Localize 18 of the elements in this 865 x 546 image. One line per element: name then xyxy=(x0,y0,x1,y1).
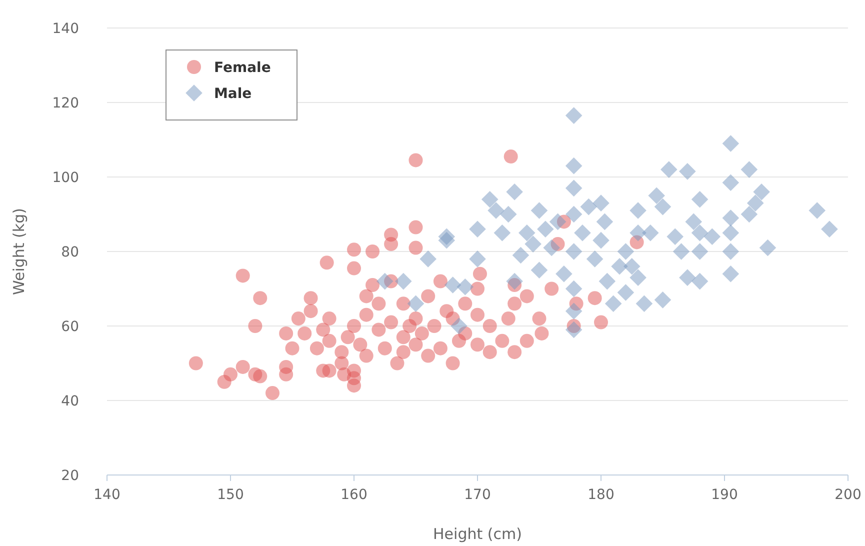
x-tick-label: 170 xyxy=(464,487,491,503)
y-axis-title: Weight (kg) xyxy=(10,208,28,295)
y-tick-label: 100 xyxy=(52,170,79,186)
y-tick-label: 80 xyxy=(61,244,79,260)
y-tick-label: 60 xyxy=(61,319,79,335)
y-tick-label: 120 xyxy=(52,96,79,112)
x-tick-label: 160 xyxy=(340,487,368,503)
y-tick-label: 20 xyxy=(61,468,79,484)
x-tick-label: 190 xyxy=(711,487,738,503)
x-tick-label: 140 xyxy=(94,487,120,503)
y-tick-label: 140 xyxy=(52,21,79,37)
x-tick-label: 200 xyxy=(834,487,862,503)
x-tick-label: 150 xyxy=(217,487,244,503)
x-axis-title: Height (cm) xyxy=(433,525,522,543)
legend-label: Male xyxy=(214,86,252,102)
legend-label: Female xyxy=(214,60,271,76)
y-tick-label: 40 xyxy=(61,394,79,410)
x-tick-label: 180 xyxy=(588,487,614,503)
